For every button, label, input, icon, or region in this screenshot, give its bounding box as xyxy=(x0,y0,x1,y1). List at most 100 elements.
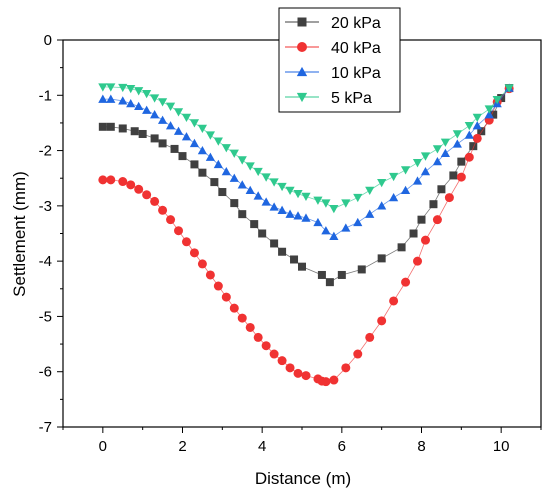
data-point xyxy=(377,316,387,326)
data-point xyxy=(165,121,176,130)
data-point xyxy=(98,83,108,92)
data-point xyxy=(452,130,462,139)
data-point xyxy=(269,178,279,187)
data-point xyxy=(158,205,168,215)
data-point xyxy=(457,157,466,166)
data-point xyxy=(221,166,231,176)
data-point xyxy=(341,199,351,208)
data-point xyxy=(134,184,144,194)
data-point xyxy=(221,144,231,153)
legend-item: 40 kPa xyxy=(285,40,381,57)
data-point xyxy=(118,96,128,105)
data-point xyxy=(472,113,482,122)
x-tick-label: 10 xyxy=(493,438,510,455)
data-point xyxy=(197,259,207,269)
data-point xyxy=(365,186,375,195)
data-point xyxy=(261,173,271,182)
data-point xyxy=(218,188,227,197)
x-tick-label: 8 xyxy=(417,438,425,455)
data-point xyxy=(412,176,423,185)
data-point xyxy=(353,193,363,203)
data-point xyxy=(150,134,159,143)
data-point xyxy=(389,296,399,306)
data-point xyxy=(189,119,200,128)
data-point xyxy=(484,105,494,114)
data-point xyxy=(157,115,168,124)
data-point xyxy=(313,196,323,205)
y-tick-label: 0 xyxy=(44,32,52,49)
data-point xyxy=(190,160,199,169)
data-point xyxy=(158,139,167,148)
series-5-kpa xyxy=(98,83,514,214)
data-point xyxy=(277,356,287,366)
data-point xyxy=(173,108,184,117)
data-point xyxy=(237,313,247,323)
data-point xyxy=(341,223,351,232)
data-point xyxy=(365,332,375,342)
data-point xyxy=(238,210,247,219)
data-point xyxy=(157,98,168,107)
data-point xyxy=(221,292,231,302)
axis-tick-labels: 0 2 4 6 8 10 0 -1 -2 -3 -4 -5 -6 -7 xyxy=(39,32,510,455)
data-point xyxy=(278,247,287,256)
data-point xyxy=(134,101,144,111)
data-point xyxy=(412,159,423,168)
legend-item: 5 kPa xyxy=(285,90,372,107)
data-point xyxy=(298,262,306,271)
data-point xyxy=(329,375,339,385)
data-point xyxy=(321,226,331,235)
data-point xyxy=(444,193,454,203)
y-tick-label: -3 xyxy=(39,198,52,215)
y-tick-label: -2 xyxy=(39,143,52,160)
legend-marker xyxy=(296,92,308,103)
data-point xyxy=(253,167,263,177)
data-point xyxy=(321,377,331,387)
data-point xyxy=(269,349,279,359)
data-point xyxy=(181,113,192,122)
data-point xyxy=(293,211,303,220)
data-point xyxy=(400,185,411,195)
data-point xyxy=(377,201,387,210)
data-point xyxy=(106,94,116,103)
data-point xyxy=(106,175,116,185)
series-layer xyxy=(98,83,514,387)
series-10-kpa xyxy=(98,83,514,240)
data-point xyxy=(197,145,208,155)
legend-label: 5 kPa xyxy=(331,90,372,107)
y-tick-label: -6 xyxy=(39,364,52,381)
data-point xyxy=(341,363,351,373)
data-point xyxy=(432,215,442,225)
data-point xyxy=(205,270,215,280)
data-point xyxy=(277,205,287,214)
data-point xyxy=(389,192,399,202)
data-point xyxy=(245,322,255,332)
data-point xyxy=(269,202,279,211)
legend-marker xyxy=(297,42,307,52)
y-tick-label: -4 xyxy=(39,253,52,270)
data-point xyxy=(210,178,219,187)
data-point xyxy=(98,122,107,131)
y-tick-label: -1 xyxy=(39,87,52,104)
data-point xyxy=(118,124,127,133)
data-point xyxy=(337,270,346,279)
data-point xyxy=(142,105,152,114)
series-20-kpa xyxy=(98,84,514,287)
data-point xyxy=(270,239,279,248)
data-point xyxy=(472,133,482,143)
legend-marker xyxy=(296,66,308,77)
series-line xyxy=(102,88,510,383)
x-tick-label: 6 xyxy=(338,438,346,455)
legend-marker xyxy=(297,17,307,27)
data-point xyxy=(118,177,128,187)
data-point xyxy=(409,229,418,238)
data-point xyxy=(420,152,431,161)
x-tick-label: 0 xyxy=(99,438,107,455)
data-point xyxy=(420,166,431,176)
data-point xyxy=(440,148,450,158)
legend-item: 10 kPa xyxy=(285,65,381,82)
data-point xyxy=(181,132,192,141)
data-point xyxy=(258,229,267,238)
data-point xyxy=(181,237,191,247)
data-point xyxy=(173,126,184,135)
data-point xyxy=(126,98,136,108)
